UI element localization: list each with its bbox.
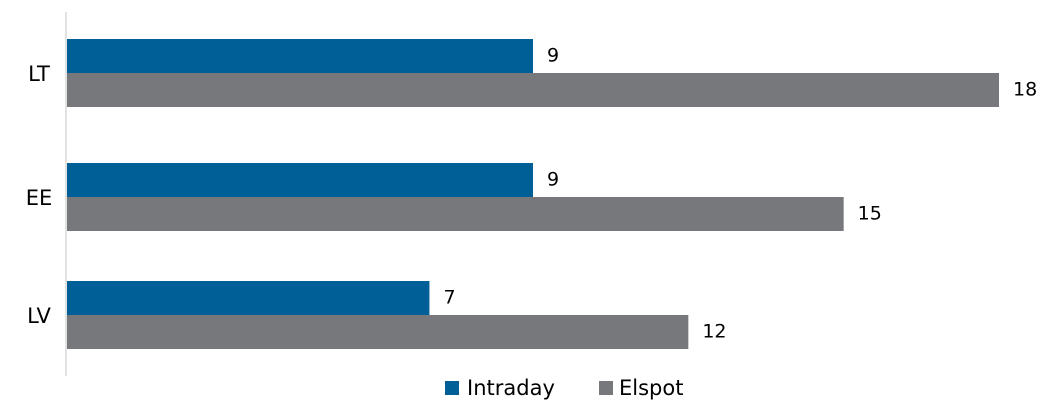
data-label-lt-elspot: 18 [1013, 79, 1037, 101]
legend: Intraday Elspot [445, 376, 683, 400]
category-label-lt: LT [28, 62, 50, 86]
legend-swatch-elspot [599, 381, 613, 395]
legend-swatch-intraday [445, 381, 459, 395]
bar-lt-intraday [67, 39, 533, 73]
category-label-lv: LV [27, 304, 51, 328]
data-label-ee-intraday: 9 [547, 169, 559, 191]
legend-label-elspot: Elspot [619, 376, 683, 400]
data-label-lt-intraday: 9 [547, 45, 559, 67]
bar-ee-elspot [67, 197, 844, 231]
data-label-ee-elspot: 15 [858, 203, 882, 225]
bar-lv-intraday [67, 281, 430, 315]
labels-layer: LT 9 18 EE 9 15 LV 7 12 [26, 45, 1037, 343]
legend-label-intraday: Intraday [467, 376, 555, 400]
category-label-ee: EE [26, 186, 53, 210]
bar-lv-elspot [67, 315, 689, 349]
bar-ee-intraday [67, 163, 533, 197]
data-label-lv-elspot: 12 [702, 321, 726, 343]
bar-lt-elspot [67, 73, 999, 107]
bars-layer [67, 39, 999, 349]
data-label-lv-intraday: 7 [443, 287, 455, 309]
